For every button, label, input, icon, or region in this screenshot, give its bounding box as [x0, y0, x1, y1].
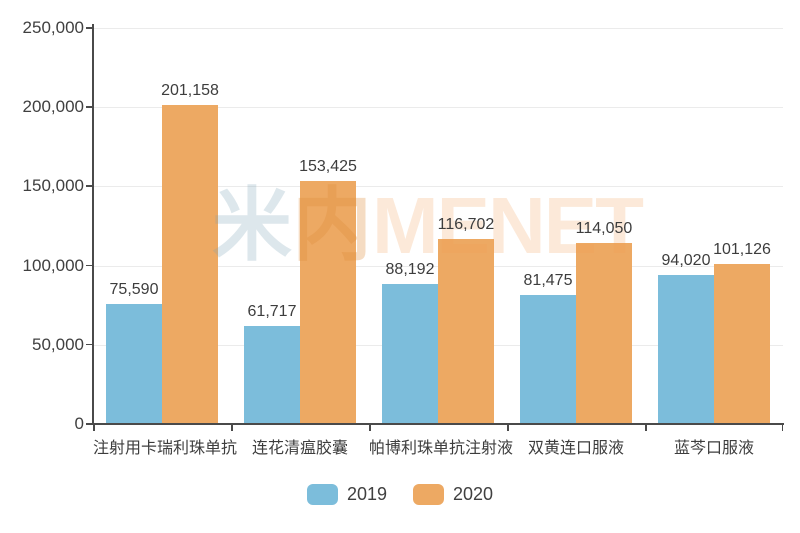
category-label: 蓝芩口服液: [673, 440, 754, 457]
bar-2019-1[interactable]: [106, 304, 162, 424]
category-label: 帕博利珠单抗注射液: [369, 440, 514, 457]
legend-item-2020[interactable]: 2020: [413, 484, 493, 505]
x-axis-tick: [507, 425, 509, 431]
legend-label-2020: 2020: [453, 484, 494, 504]
bar-2020-3[interactable]: [438, 239, 494, 424]
bar-2020-1[interactable]: [162, 105, 218, 424]
legend-label-2019: 2019: [346, 484, 387, 504]
bar-2019-2[interactable]: [244, 326, 300, 424]
bar-2020-4[interactable]: [576, 243, 632, 424]
plot-area: [93, 28, 783, 424]
bar-2019-5[interactable]: [658, 275, 714, 424]
category-label: 连花清瘟胶囊: [251, 440, 348, 457]
x-axis-tick: [231, 425, 233, 431]
y-axis-line: [92, 24, 94, 424]
y-axis-tick-label: 250,000: [22, 18, 84, 37]
legend: 2019 2020: [0, 484, 800, 505]
y-axis-tick: [86, 106, 92, 108]
x-axis-ticks: [93, 425, 783, 432]
y-axis-tick-label: 50,000: [32, 334, 84, 354]
y-axis-tick: [86, 423, 92, 425]
gridline: [93, 107, 783, 109]
y-axis-tick: [86, 185, 92, 187]
category-label: 注射用卡瑞利珠单抗: [93, 440, 238, 457]
y-axis-tick: [86, 27, 92, 29]
x-axis-tick: [781, 425, 783, 431]
x-axis-tick: [369, 425, 371, 431]
x-axis-line: [92, 423, 784, 425]
gridline: [93, 186, 783, 188]
y-axis-tick: [86, 264, 92, 267]
legend-item-2019[interactable]: 2019: [306, 484, 387, 505]
x-axis-tick: [645, 425, 647, 431]
legend-swatch-2019: [306, 484, 338, 505]
legend-swatch-2020: [413, 484, 444, 505]
gridline: [93, 28, 783, 29]
bar-2019-4[interactable]: [520, 294, 576, 424]
category-axis-labels: 注射用卡瑞利珠单抗 连花清瘟胶囊 帕博利珠单抗注射液 双黄连口服液 蓝芩口服液: [93, 434, 783, 458]
y-axis-tick-label: 150,000: [22, 176, 84, 196]
x-axis-tick: [93, 425, 95, 431]
bar-2020-5[interactable]: [714, 263, 770, 424]
bar-2020-2[interactable]: [300, 180, 356, 424]
y-axis-tick-label: 200,000: [22, 97, 84, 117]
bar-2019-3[interactable]: [382, 284, 438, 424]
y-axis-tick: [86, 343, 92, 346]
y-axis-tick-label: 100,000: [22, 255, 84, 275]
category-label: 双黄连口服液: [527, 440, 624, 457]
y-axis-tick-label: 0: [74, 414, 84, 433]
